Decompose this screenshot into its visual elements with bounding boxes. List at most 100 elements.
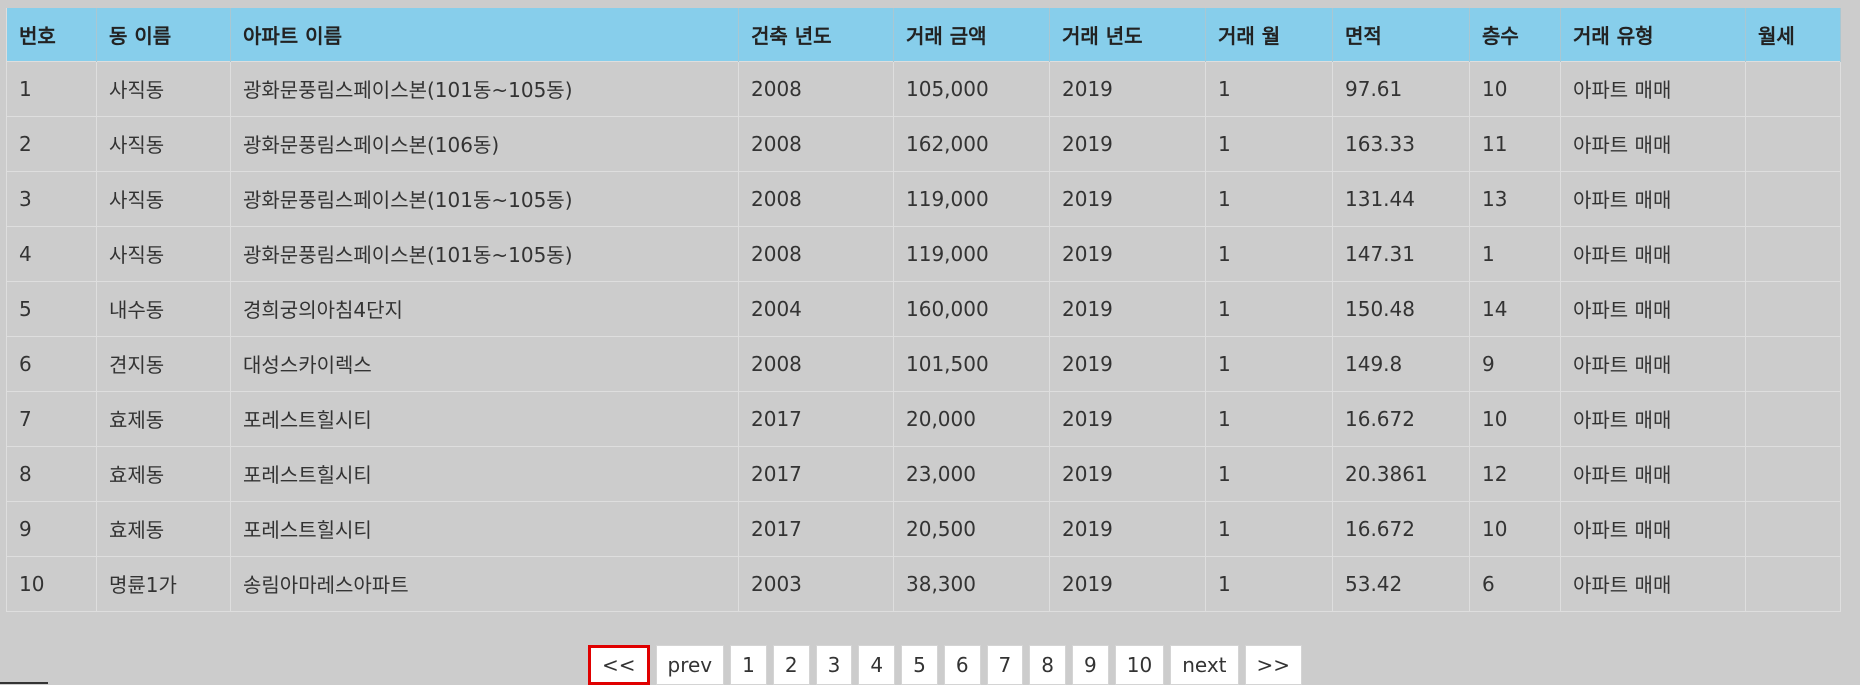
cell-area: 131.44 [1332,171,1470,226]
cell-number: 10 [6,556,97,611]
cell-floor: 12 [1469,446,1561,501]
cell-deal-type: 아파트 매매 [1560,446,1746,501]
bottom-divider [0,682,48,684]
cell-build-year: 2008 [738,336,894,391]
cell-apartment-name: 대성스카이렉스 [230,336,739,391]
deals-table-container: 번호 동 이름 아파트 이름 건축 년도 거래 금액 거래 년도 거래 월 면적… [6,8,1841,612]
cell-deal-year: 2019 [1049,501,1206,556]
table-row: 10 명륜1가 송림아마레스아파트 2003 38,300 2019 1 53.42 6 아파트 … [6,556,1841,611]
cell-monthly-rent [1745,556,1841,611]
cell-apartment-name: 광화문풍림스페이스본(101동~105동) [230,171,739,226]
cell-dong-name: 사직동 [96,171,231,226]
cell-floor: 1 [1469,226,1561,281]
page-button-1[interactable]: 1 [730,645,767,685]
cell-monthly-rent [1745,171,1841,226]
page-button-10[interactable]: 10 [1114,645,1165,685]
header-deal-year: 거래 년도 [1049,8,1206,61]
table-row: 5 내수동 경희궁의아침4단지 2004 160,000 2019 1 150.48 14 아파트… [6,281,1841,336]
cell-deal-amount: 101,500 [893,336,1050,391]
page-button-9[interactable]: 9 [1072,645,1109,685]
cell-area: 53.42 [1332,556,1470,611]
table-row: 1 사직동 광화문풍림스페이스본(101동~105동) 2008 105,000 2019… [6,61,1841,116]
cell-monthly-rent [1745,336,1841,391]
cell-deal-type: 아파트 매매 [1560,116,1746,171]
page-button-5[interactable]: 5 [901,645,938,685]
cell-build-year: 2017 [738,501,894,556]
cell-monthly-rent [1745,281,1841,336]
cell-area: 163.33 [1332,116,1470,171]
cell-deal-type: 아파트 매매 [1560,61,1746,116]
cell-area: 149.8 [1332,336,1470,391]
cell-deal-year: 2019 [1049,446,1206,501]
cell-dong-name: 내수동 [96,281,231,336]
cell-number: 2 [6,116,97,171]
cell-apartment-name: 포레스트힐시티 [230,446,739,501]
cell-floor: 10 [1469,391,1561,446]
cell-area: 16.672 [1332,391,1470,446]
table-row: 8 효제동 포레스트힐시티 2017 23,000 2019 1 20.3861 12 아파트 매… [6,446,1841,501]
cell-apartment-name: 포레스트힐시티 [230,501,739,556]
cell-dong-name: 효제동 [96,391,231,446]
cell-monthly-rent [1745,61,1841,116]
page-button-8[interactable]: 8 [1029,645,1067,685]
cell-apartment-name: 광화문풍림스페이스본(106동) [230,116,739,171]
page-button-2[interactable]: 2 [772,645,810,685]
cell-number: 8 [6,446,97,501]
header-area: 면적 [1332,8,1470,61]
cell-floor: 11 [1469,116,1561,171]
page-button-7[interactable]: 7 [986,645,1024,685]
cell-monthly-rent [1745,116,1841,171]
cell-dong-name: 명륜1가 [96,556,231,611]
cell-floor: 10 [1469,501,1561,556]
table-row: 2 사직동 광화문풍림스페이스본(106동) 2008 162,000 2019 1 163.… [6,116,1841,171]
cell-number: 4 [6,226,97,281]
cell-dong-name: 효제동 [96,446,231,501]
table-row: 7 효제동 포레스트힐시티 2017 20,000 2019 1 16.672 10 아파트 매매 [6,391,1841,446]
cell-area: 147.31 [1332,226,1470,281]
header-floor: 층수 [1469,8,1561,61]
cell-deal-year: 2019 [1049,336,1206,391]
page-button-6[interactable]: 6 [943,645,981,685]
cell-build-year: 2008 [738,116,894,171]
cell-deal-year: 2019 [1049,171,1206,226]
cell-number: 1 [6,61,97,116]
cell-floor: 6 [1469,556,1561,611]
last-page-button[interactable]: >> [1244,645,1303,685]
cell-apartment-name: 광화문풍림스페이스본(101동~105동) [230,61,739,116]
cell-deal-amount: 119,000 [893,171,1050,226]
next-page-button[interactable]: next [1170,645,1239,685]
cell-number: 6 [6,336,97,391]
cell-area: 16.672 [1332,501,1470,556]
cell-deal-amount: 38,300 [893,556,1050,611]
cell-dong-name: 효제동 [96,501,231,556]
cell-deal-amount: 23,000 [893,446,1050,501]
cell-area: 150.48 [1332,281,1470,336]
cell-deal-amount: 160,000 [893,281,1050,336]
cell-number: 9 [6,501,97,556]
cell-deal-year: 2019 [1049,391,1206,446]
cell-floor: 9 [1469,336,1561,391]
page-button-3[interactable]: 3 [815,645,853,685]
cell-deal-month: 1 [1205,336,1333,391]
prev-page-button[interactable]: prev [655,645,725,685]
cell-floor: 14 [1469,281,1561,336]
cell-deal-year: 2019 [1049,116,1206,171]
first-page-button[interactable]: << [588,645,650,685]
cell-monthly-rent [1745,226,1841,281]
cell-area: 97.61 [1332,61,1470,116]
cell-build-year: 2017 [738,391,894,446]
cell-number: 7 [6,391,97,446]
cell-deal-month: 1 [1205,556,1333,611]
cell-apartment-name: 포레스트힐시티 [230,391,739,446]
cell-deal-amount: 162,000 [893,116,1050,171]
header-dong-name: 동 이름 [96,8,231,61]
cell-deal-month: 1 [1205,446,1333,501]
cell-deal-year: 2019 [1049,556,1206,611]
apartment-deals-table: 번호 동 이름 아파트 이름 건축 년도 거래 금액 거래 년도 거래 월 면적… [6,8,1841,612]
page-button-4[interactable]: 4 [858,645,896,685]
cell-build-year: 2008 [738,226,894,281]
cell-deal-month: 1 [1205,501,1333,556]
cell-deal-type: 아파트 매매 [1560,281,1746,336]
table-row: 6 견지동 대성스카이렉스 2008 101,500 2019 1 149.8 9 아파트 매매 [6,336,1841,391]
cell-deal-type: 아파트 매매 [1560,336,1746,391]
